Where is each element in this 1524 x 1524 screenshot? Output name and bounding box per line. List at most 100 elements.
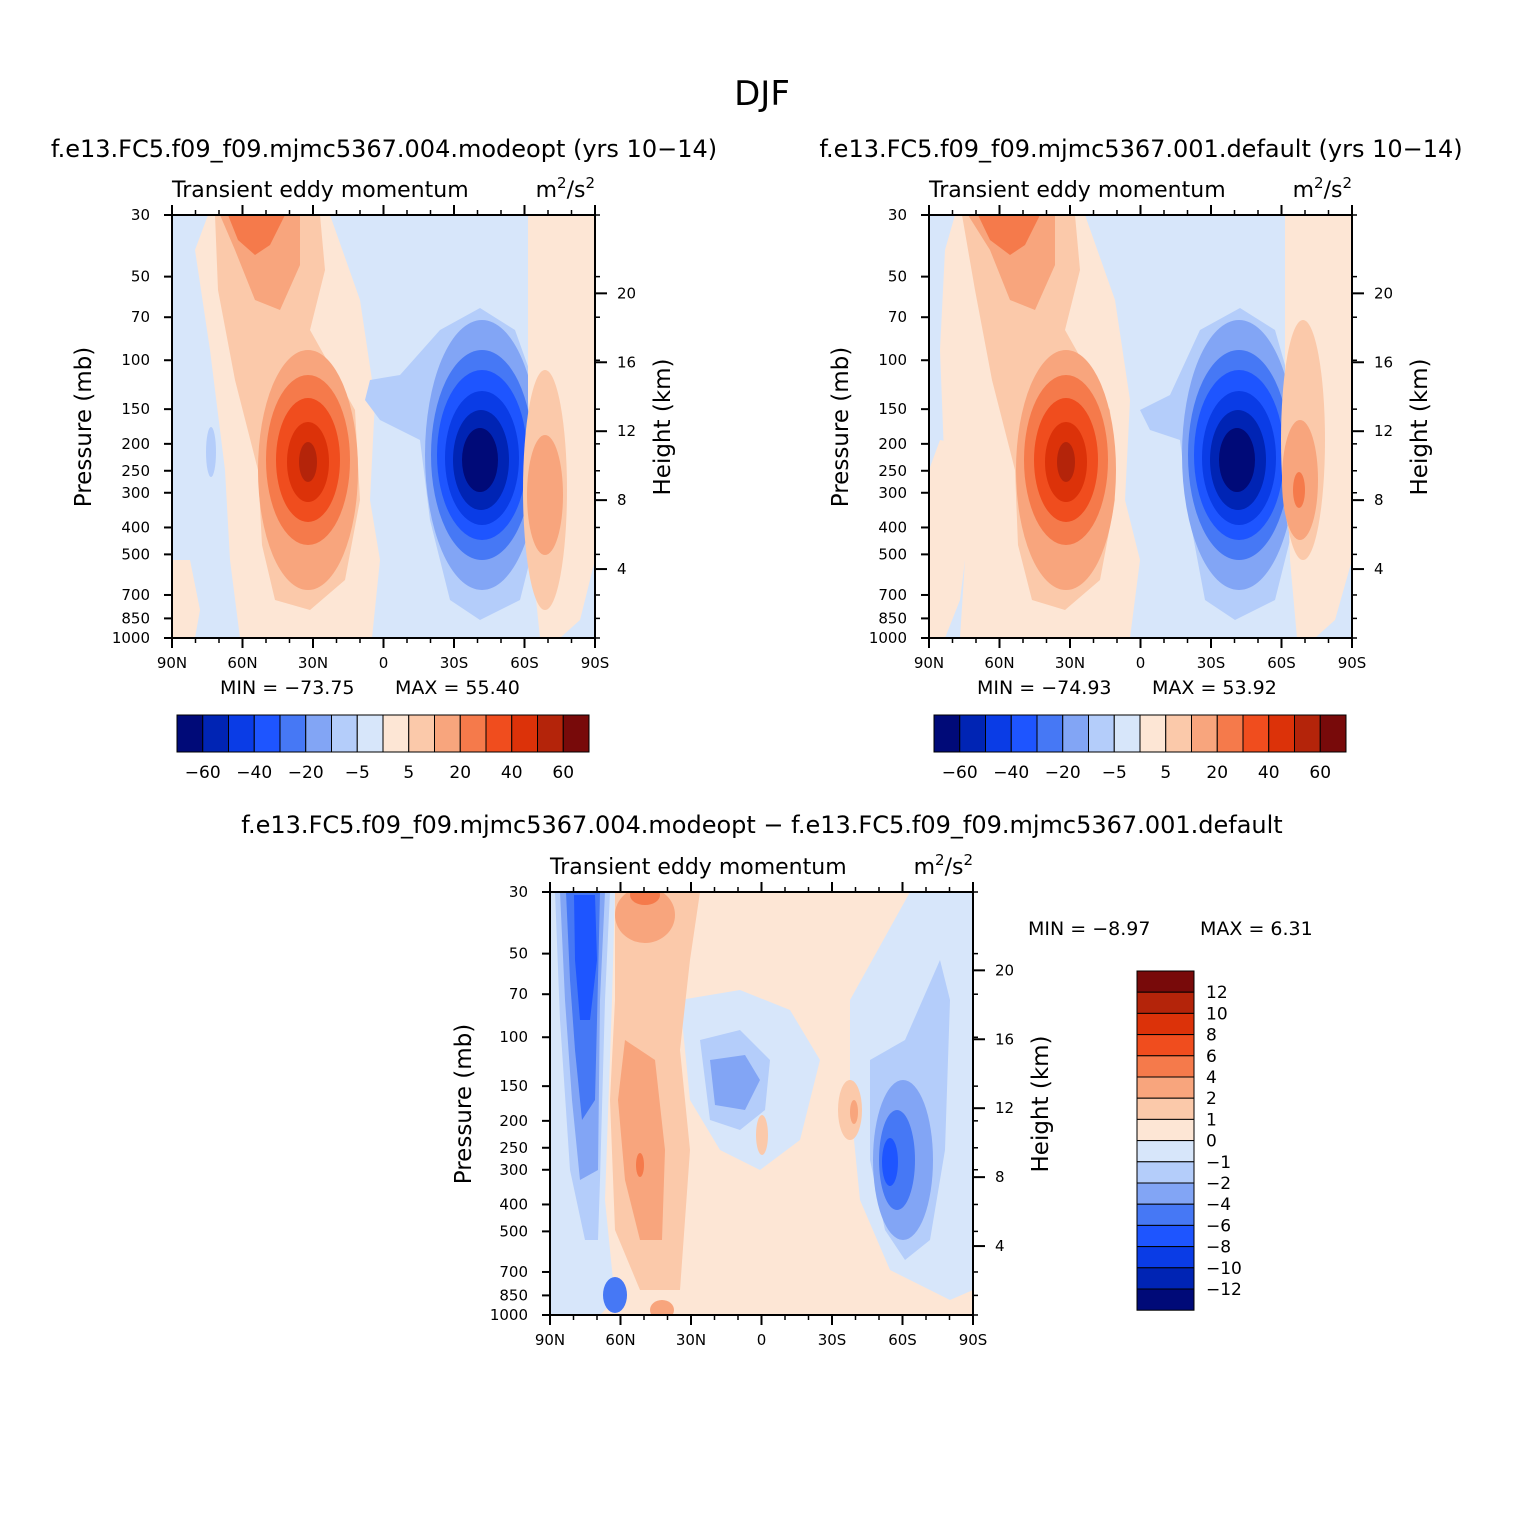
- panel-b-contour-nh-surface: [929, 440, 970, 638]
- panel-b-xtick-label: 30S: [1197, 654, 1226, 672]
- panel-diff-y2tick-label: 4: [995, 1237, 1005, 1255]
- panel-b-axes: 3050701001502002503004005007008501000481…: [869, 205, 1393, 672]
- panel-diff-colorbar-box: [1136, 991, 1195, 1014]
- panel-diff-colorbar-label: −10: [1206, 1259, 1242, 1279]
- panel-a-run-title: f.e13.FC5.f09_f09.mjmc5367.004.modeopt (…: [51, 135, 717, 163]
- panel-diff-contour-pos-surface: [650, 1300, 674, 1315]
- panel-diff-colorbar-box: [1136, 1224, 1195, 1248]
- panel-a-y2tick-label: 8: [617, 491, 627, 509]
- panel-diff-colorbar-box: [1136, 1203, 1195, 1226]
- panel-a-contour-nh-neg: [206, 427, 216, 477]
- panel-b-colorbar: −60 −40 −20 −5 5 20 40 60: [933, 714, 1347, 783]
- panel-a-xtick-label: 60N: [227, 654, 257, 672]
- panel-a-ytick-label: 50: [131, 268, 150, 286]
- panel-diff-colorbar-box: [1136, 1182, 1195, 1205]
- panel-b-colorbar-box: [1036, 714, 1064, 753]
- panel-diff-ytick-label: 100: [499, 1028, 528, 1046]
- panel-diff-contour-pos1-tropics: [756, 1115, 768, 1155]
- panel-a-xtick-label: 30S: [440, 654, 469, 672]
- panel-a-units: m2/s2: [536, 174, 595, 203]
- panel-diff-contour-pos2-nh: [618, 1040, 665, 1240]
- panel-a-ytick-label: 400: [121, 518, 150, 536]
- panel-b-colorbar-label: 60: [1309, 763, 1331, 783]
- panel-b-ytick-label: 400: [878, 518, 907, 536]
- panel-a-colorbar-label: −40: [236, 763, 272, 783]
- panel-diff-colorbar-label: −2: [1206, 1174, 1231, 1194]
- panel-diff-y2tick-label: 8: [995, 1168, 1005, 1186]
- panel-b-contour-jet-pos55: [1057, 442, 1075, 482]
- panel-a-y2tick-label: 4: [617, 560, 627, 578]
- panel-a-colorbar-label: −60: [185, 763, 221, 783]
- panel-a-y2tick-label: 20: [617, 284, 636, 302]
- panel-diff-max-label: MAX = 6.31: [1200, 918, 1313, 940]
- panel-diff-colorbar-box: [1136, 1076, 1195, 1099]
- panel-diff-colorbar-label: −12: [1206, 1280, 1242, 1300]
- panel-diff-colorbar-label: −8: [1206, 1238, 1231, 1258]
- panel-b-colorbar-box: [933, 714, 961, 753]
- panel-a-contour-shpos20: [527, 435, 563, 555]
- panel-diff-contour-neg6-sh: [882, 1138, 898, 1186]
- panel-diff-variable-title: Transient eddy momentum: [549, 855, 847, 880]
- panel-a-colorbar: −60 −40 −20 −5 5 20 40 60: [176, 714, 590, 783]
- panel-b-colorbar-box: [1191, 714, 1218, 753]
- panel-diff-colorbar-box: [1136, 1118, 1195, 1142]
- panel-a-xtick-label: 90N: [157, 654, 187, 672]
- panel-a-ytick-label: 500: [121, 545, 150, 563]
- panel-diff-colorbar-box: [1136, 1097, 1195, 1120]
- panel-b-colorbar-label: −40: [993, 763, 1029, 783]
- panel-b-colorbar-label: 40: [1258, 763, 1280, 783]
- panel-a-ytick-label: 100: [121, 351, 150, 369]
- panel-b-variable-title: Transient eddy momentum: [928, 178, 1226, 203]
- panel-a-ytick-label: 850: [121, 609, 150, 627]
- panel-diff-contour-pos4-top: [630, 892, 660, 905]
- panel-a-colorbar-box: [305, 714, 332, 753]
- panel-diff-colorbar-label: 4: [1206, 1068, 1217, 1088]
- panel-a-colorbar-label: 40: [501, 763, 523, 783]
- panel-b-colorbar-label: −20: [1045, 763, 1081, 783]
- panel-diff-colorbar-label: 8: [1206, 1026, 1217, 1046]
- panel-diff-ytick-label: 300: [499, 1161, 528, 1179]
- panel-diff-colorbar-box: [1136, 1161, 1195, 1184]
- panel-a-y2tick-label: 12: [617, 422, 636, 440]
- panel-diff-contour-pos2-sh: [850, 1100, 858, 1124]
- panel-a-y2tick-label: 16: [617, 353, 636, 371]
- panel-diff-colorbar-label: 12: [1206, 983, 1228, 1003]
- panel-diff-contour-pos1-sh: [838, 1080, 862, 1140]
- panel-diff-ytick-label: 850: [499, 1286, 528, 1304]
- panel-diff-xtick-label: 90N: [535, 1331, 565, 1349]
- panel-b-contour-field: [929, 215, 1352, 638]
- panel-b-ylabel: Pressure (mb): [828, 347, 854, 507]
- panel-b-contour-sh-neg60: [1219, 428, 1255, 492]
- panel-diff-xtick-label: 60S: [888, 1331, 917, 1349]
- panel-diff-axes: 3050701001502002503004005007008501000481…: [490, 882, 1014, 1349]
- panel-diff-y2tick-label: 12: [995, 1099, 1014, 1117]
- panel-diff-xtick-label: 30S: [818, 1331, 847, 1349]
- panel-b-y2label: Height (km): [1407, 358, 1433, 495]
- panel-diff-contour-neg6-nh: [574, 895, 597, 1020]
- panel-diff-run-title: f.e13.FC5.f09_f09.mjmc5367.004.modeopt −…: [241, 811, 1282, 839]
- panel-b-xtick-label: 60S: [1267, 654, 1296, 672]
- panel-b-max-label: MAX = 53.92: [1152, 677, 1277, 699]
- panel-diff-colorbar-box: [1136, 1055, 1195, 1078]
- panel-b-colorbar-box: [1139, 714, 1167, 753]
- panel-diff-colorbar-box: [1136, 1034, 1195, 1057]
- panel-diff-xtick-label: 60N: [605, 1331, 635, 1349]
- panel-diff-ytick-label: 30: [509, 883, 528, 901]
- panel-b-ytick-label: 50: [888, 268, 907, 286]
- panel-a-colorbar-box: [228, 714, 255, 753]
- panel-diff-ytick-label: 500: [499, 1222, 528, 1240]
- panel-b-xtick-label: 90S: [1338, 654, 1367, 672]
- panel-a-xtick-label: 90S: [581, 654, 610, 672]
- panel-a-axes: 3050701001502002503004005007008501000481…: [112, 205, 636, 672]
- panel-b-y2tick-label: 8: [1374, 491, 1384, 509]
- panel-b-colorbar-box: [1165, 714, 1192, 753]
- panel-b-colorbar-box: [1113, 714, 1141, 753]
- panel-b-y2tick-label: 20: [1374, 284, 1393, 302]
- panel-b-ytick-label: 250: [878, 462, 907, 480]
- panel-a-colorbar-box: [537, 714, 564, 753]
- panel-a: f.e13.FC5.f09_f09.mjmc5367.004.modeopt (…: [51, 135, 717, 783]
- panel-a-ytick-label: 1000: [112, 629, 150, 647]
- panel-a-colorbar-box: [279, 714, 307, 753]
